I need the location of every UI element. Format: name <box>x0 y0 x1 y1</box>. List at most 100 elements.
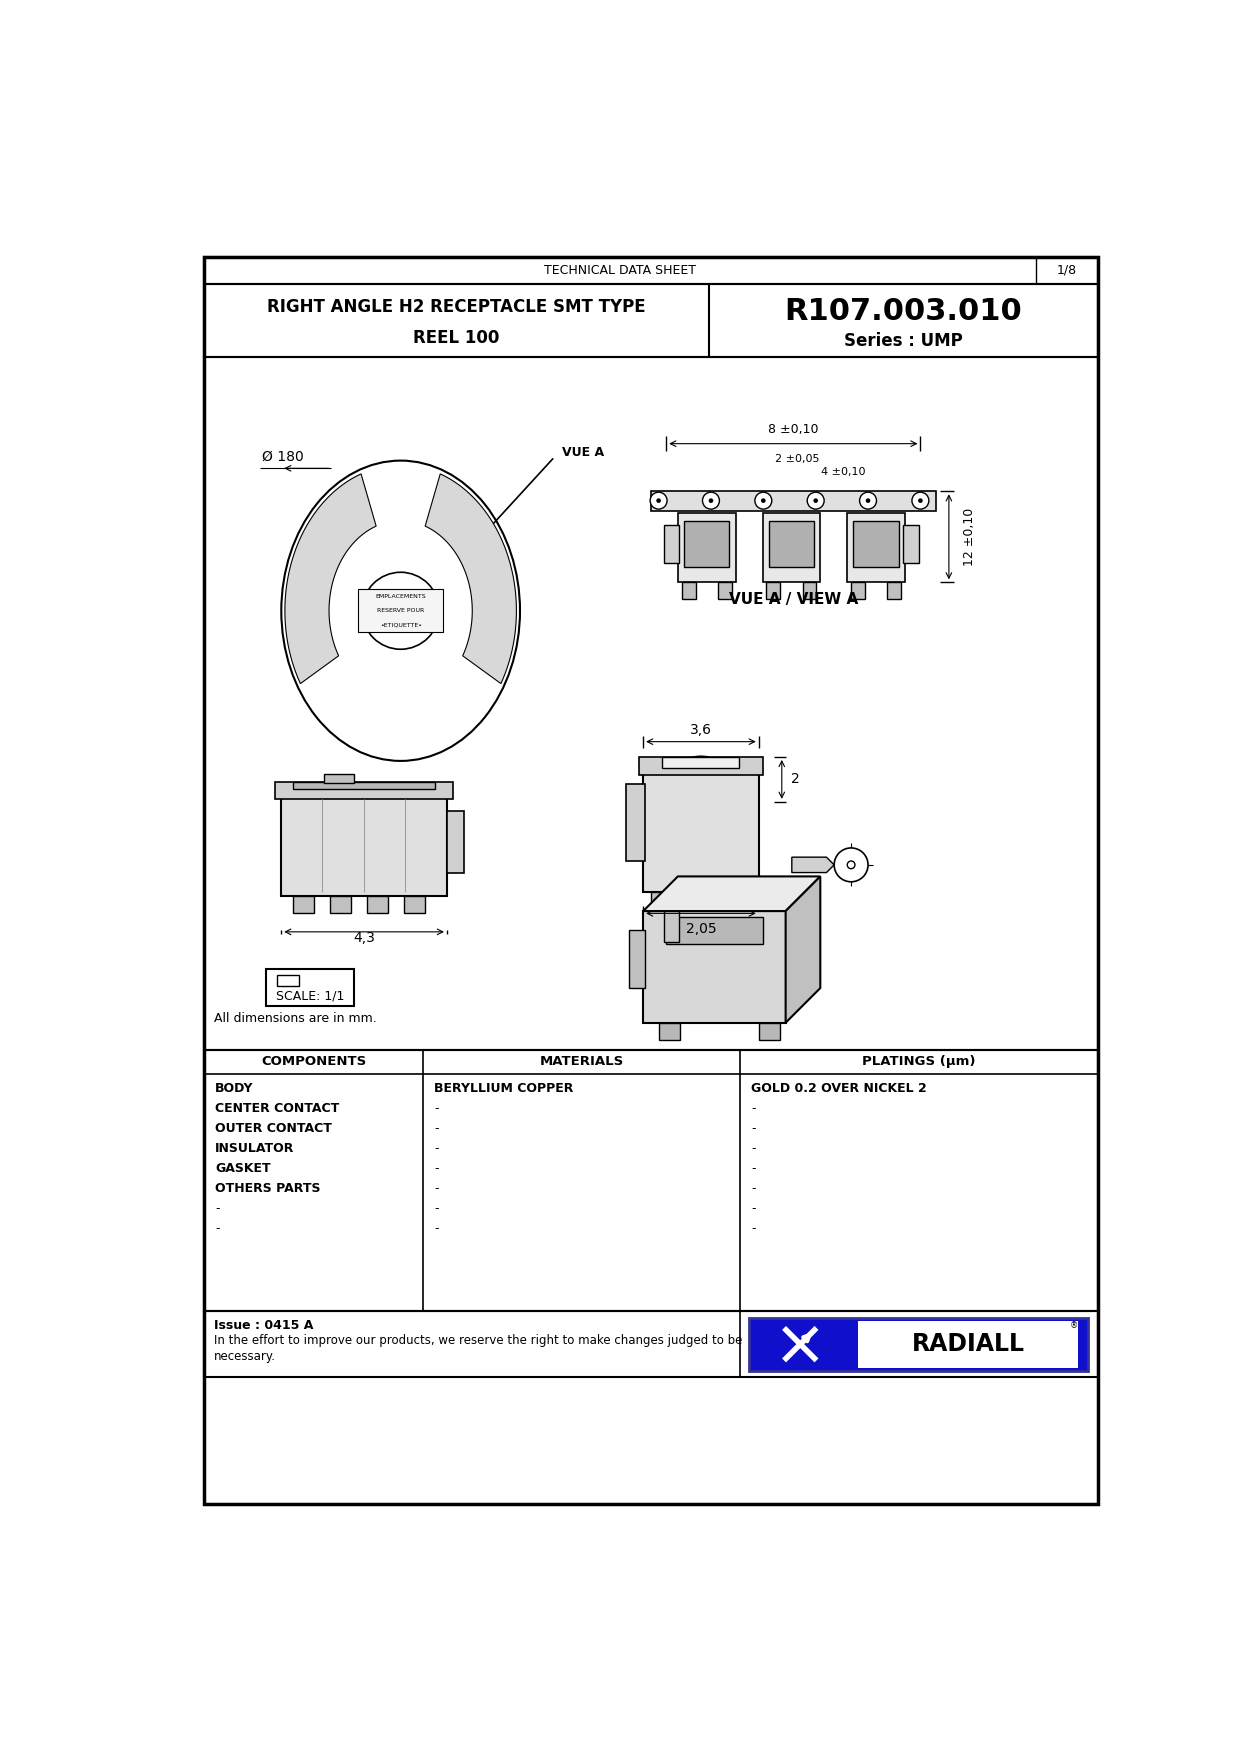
Text: 4 ±0,10: 4 ±0,10 <box>821 466 866 477</box>
Text: -: - <box>434 1222 439 1234</box>
Text: 2: 2 <box>791 773 800 787</box>
Circle shape <box>866 498 870 503</box>
Bar <box>666 917 763 945</box>
Text: RIGHT ANGLE H2 RECEPTACLE SMT TYPE: RIGHT ANGLE H2 RECEPTACLE SMT TYPE <box>268 298 646 316</box>
Text: OTHERS PARTS: OTHERS PARTS <box>215 1182 321 1196</box>
Text: PLATINGS (μm): PLATINGS (μm) <box>862 1055 976 1069</box>
Circle shape <box>703 493 719 508</box>
Text: INSULATOR: INSULATOR <box>215 1141 294 1155</box>
Bar <box>663 892 680 941</box>
Circle shape <box>656 498 661 503</box>
Text: TECHNICAL DATA SHEET: TECHNICAL DATA SHEET <box>544 263 696 277</box>
Bar <box>658 1022 681 1040</box>
Bar <box>858 1320 1078 1367</box>
Bar <box>626 784 645 861</box>
Bar <box>766 582 780 600</box>
Bar <box>278 975 299 985</box>
Text: -: - <box>751 1141 755 1155</box>
Text: GOLD 0.2 OVER NICKEL 2: GOLD 0.2 OVER NICKEL 2 <box>751 1082 926 1094</box>
Bar <box>275 782 453 799</box>
Text: necessary.: necessary. <box>213 1350 275 1362</box>
Bar <box>651 491 936 510</box>
Text: -: - <box>751 1182 755 1196</box>
Bar <box>763 514 821 582</box>
Bar <box>662 757 739 768</box>
Text: -: - <box>434 1141 439 1155</box>
Bar <box>847 514 905 582</box>
Bar <box>904 524 919 563</box>
Circle shape <box>807 493 825 508</box>
Bar <box>205 1050 1097 1311</box>
Bar <box>281 796 446 896</box>
Text: -: - <box>751 1222 755 1234</box>
Circle shape <box>708 498 713 503</box>
Circle shape <box>911 493 929 508</box>
Text: 12 ±0,10: 12 ±0,10 <box>962 508 976 566</box>
Text: 1/8: 1/8 <box>1056 263 1076 277</box>
Text: -: - <box>215 1222 219 1234</box>
Bar <box>802 582 816 600</box>
Bar <box>324 775 355 784</box>
Bar <box>293 782 435 789</box>
Text: R107.003.010: R107.003.010 <box>785 296 1022 326</box>
Text: RESERVE POUR: RESERVE POUR <box>377 608 424 614</box>
Polygon shape <box>425 473 516 684</box>
Text: COMPONENTS: COMPONENTS <box>262 1055 366 1069</box>
Bar <box>644 912 786 1022</box>
Bar <box>718 582 732 600</box>
Circle shape <box>362 571 439 649</box>
Bar <box>769 521 815 566</box>
Bar <box>265 969 355 1006</box>
Circle shape <box>755 493 771 508</box>
Circle shape <box>650 493 667 508</box>
Text: OUTER CONTACT: OUTER CONTACT <box>215 1122 332 1134</box>
Bar <box>205 1311 1097 1376</box>
Polygon shape <box>786 876 821 1022</box>
Text: -: - <box>751 1101 755 1115</box>
Bar <box>630 931 645 989</box>
Bar <box>888 582 901 600</box>
Bar <box>205 356 1097 1050</box>
Text: EMPLACEMENTS: EMPLACEMENTS <box>376 594 427 600</box>
Text: All dimensions are in mm.: All dimensions are in mm. <box>213 1013 376 1026</box>
Bar <box>404 896 425 913</box>
Text: -: - <box>434 1203 439 1215</box>
Text: -: - <box>751 1162 755 1175</box>
Bar <box>663 524 680 563</box>
Text: MATERIALS: MATERIALS <box>539 1055 624 1069</box>
Bar <box>678 514 735 582</box>
Text: 8 ±0,10: 8 ±0,10 <box>768 422 818 436</box>
Circle shape <box>847 861 854 869</box>
Text: Ø 180: Ø 180 <box>262 451 304 465</box>
Ellipse shape <box>281 461 520 761</box>
Circle shape <box>835 848 868 882</box>
Bar <box>639 757 764 775</box>
Bar <box>367 896 388 913</box>
Polygon shape <box>285 473 376 684</box>
Circle shape <box>761 498 765 503</box>
Bar <box>358 589 443 631</box>
Text: VUE A / VIEW A: VUE A / VIEW A <box>729 593 858 607</box>
Text: •ETIQUETTE•: •ETIQUETTE• <box>379 622 422 628</box>
Text: SCALE: 1/1: SCALE: 1/1 <box>277 989 345 1003</box>
Polygon shape <box>644 876 821 912</box>
Text: 2 ±0,05: 2 ±0,05 <box>775 454 820 465</box>
Text: 2,05: 2,05 <box>686 922 717 936</box>
Text: RADIALL: RADIALL <box>911 1332 1024 1357</box>
Bar <box>330 896 351 913</box>
Circle shape <box>813 498 818 503</box>
Text: -: - <box>751 1203 755 1215</box>
Text: -: - <box>434 1162 439 1175</box>
Text: REEL 100: REEL 100 <box>413 330 500 347</box>
Bar <box>682 582 696 600</box>
Bar <box>759 1022 780 1040</box>
Bar <box>205 1050 1097 1075</box>
Polygon shape <box>792 857 835 873</box>
Text: 3,6: 3,6 <box>689 722 712 736</box>
Text: -: - <box>215 1203 219 1215</box>
Bar <box>853 521 899 566</box>
Bar <box>651 892 675 908</box>
Circle shape <box>859 493 877 508</box>
Bar <box>851 582 866 600</box>
Text: In the effort to improve our products, we reserve the right to make changes judg: In the effort to improve our products, w… <box>213 1334 742 1348</box>
